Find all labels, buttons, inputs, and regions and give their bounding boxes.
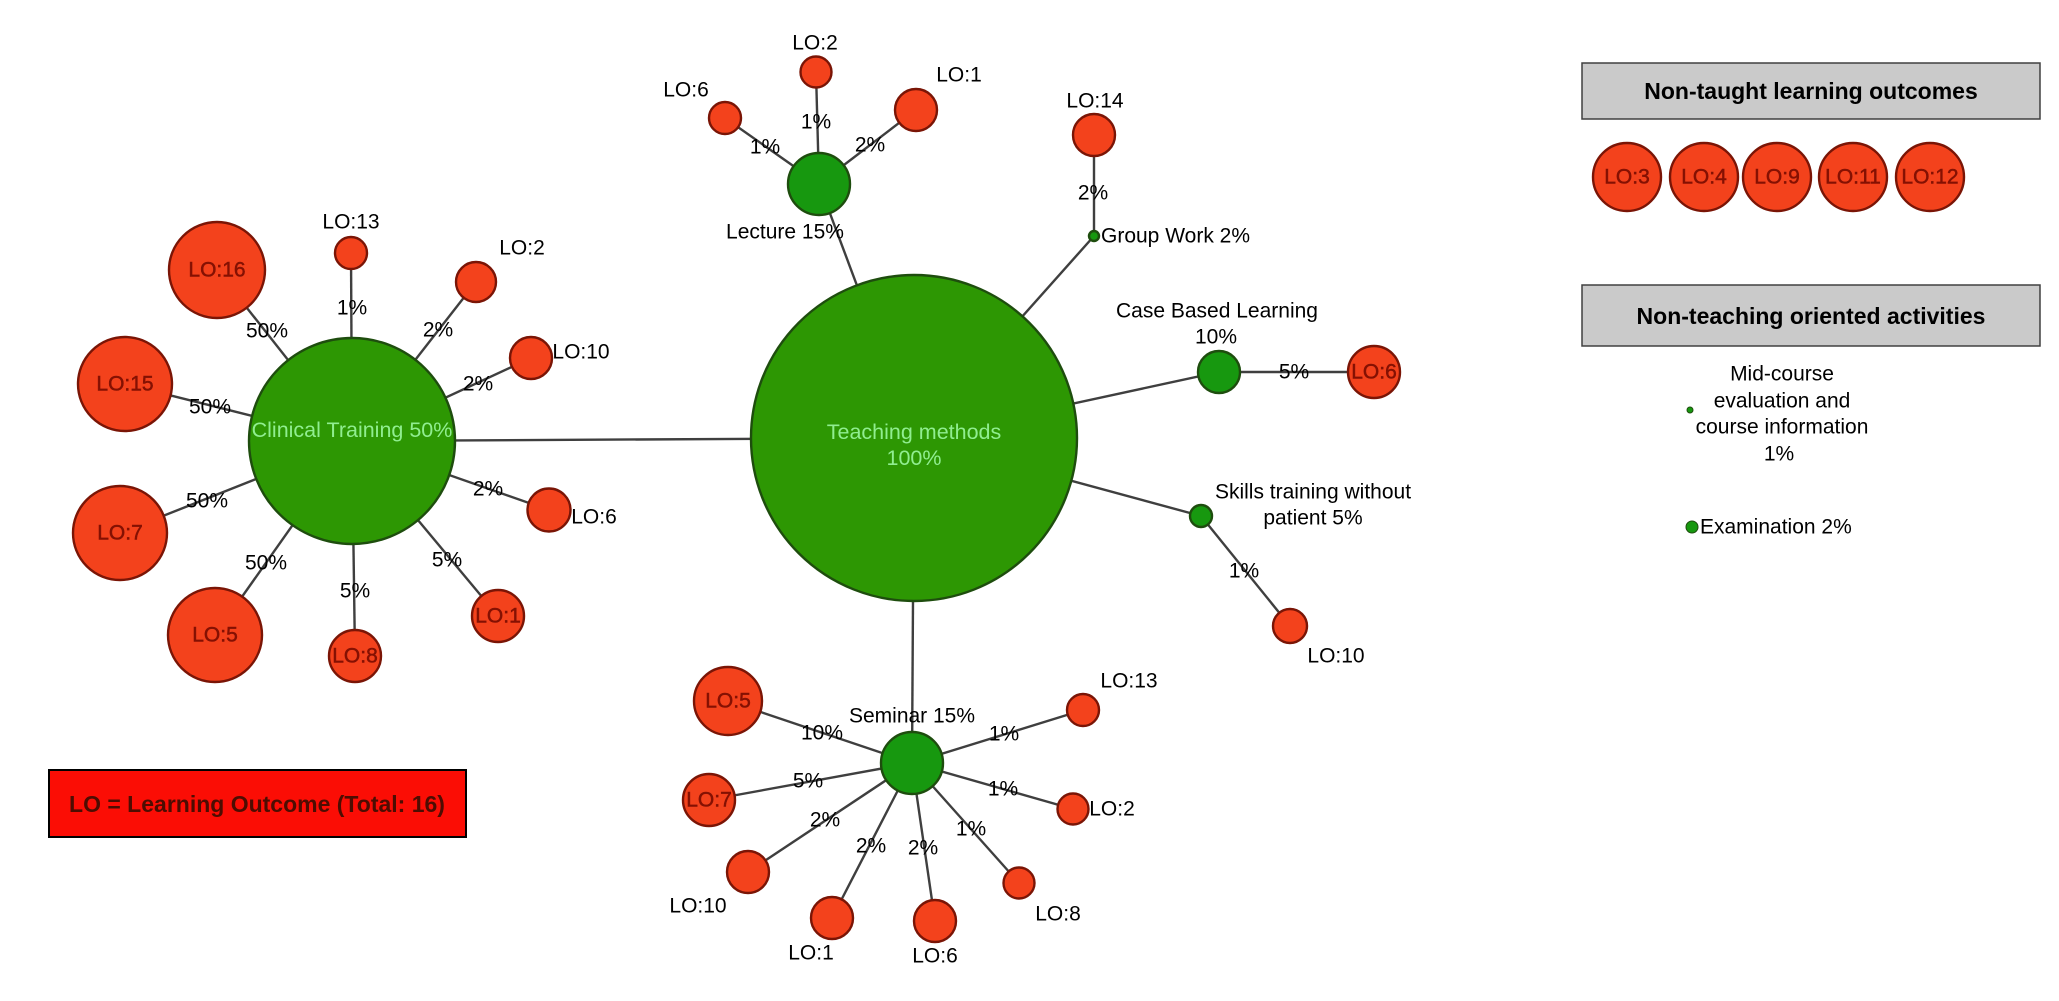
svg-text:Examination 2%: Examination 2% bbox=[1700, 516, 1852, 539]
svg-text:1%: 1% bbox=[1764, 443, 1794, 466]
svg-text:LO:7: LO:7 bbox=[686, 789, 732, 812]
svg-text:LO:7: LO:7 bbox=[97, 522, 143, 545]
svg-text:Case Based Learning: Case Based Learning bbox=[1116, 300, 1318, 323]
svg-text:2%: 2% bbox=[423, 319, 453, 342]
svg-text:Clinical Training 50%: Clinical Training 50% bbox=[252, 418, 453, 442]
svg-text:Lecture 15%: Lecture 15% bbox=[726, 221, 844, 244]
svg-text:5%: 5% bbox=[432, 549, 462, 572]
svg-text:LO:8: LO:8 bbox=[1035, 903, 1081, 926]
svg-text:Mid-course: Mid-course bbox=[1730, 363, 1834, 386]
svg-text:50%: 50% bbox=[189, 396, 231, 419]
svg-text:LO:14: LO:14 bbox=[1066, 90, 1124, 113]
svg-text:2%: 2% bbox=[473, 478, 503, 501]
svg-text:LO:3: LO:3 bbox=[1604, 166, 1650, 189]
svg-text:LO:6: LO:6 bbox=[663, 79, 709, 102]
svg-text:5%: 5% bbox=[340, 580, 370, 603]
svg-text:evaluation and: evaluation and bbox=[1714, 390, 1851, 413]
svg-text:2%: 2% bbox=[463, 373, 493, 396]
svg-text:Teaching methods: Teaching methods bbox=[827, 420, 1002, 444]
svg-text:LO:6: LO:6 bbox=[1351, 361, 1397, 384]
svg-text:LO:9: LO:9 bbox=[1754, 166, 1800, 189]
svg-text:LO:10: LO:10 bbox=[1307, 645, 1364, 668]
svg-text:LO:10: LO:10 bbox=[552, 341, 609, 364]
svg-text:Seminar 15%: Seminar 15% bbox=[849, 705, 975, 728]
svg-text:LO:2: LO:2 bbox=[1089, 798, 1135, 821]
svg-text:LO:6: LO:6 bbox=[571, 506, 617, 529]
svg-text:1%: 1% bbox=[989, 723, 1019, 746]
svg-text:LO:1: LO:1 bbox=[475, 605, 521, 628]
svg-text:LO:16: LO:16 bbox=[188, 259, 245, 282]
svg-text:LO:4: LO:4 bbox=[1681, 166, 1727, 189]
svg-text:50%: 50% bbox=[186, 490, 228, 513]
svg-text:1%: 1% bbox=[337, 297, 367, 320]
svg-text:50%: 50% bbox=[246, 320, 288, 343]
svg-text:Skills training without: Skills training without bbox=[1215, 481, 1411, 504]
svg-text:LO:8: LO:8 bbox=[332, 645, 378, 668]
svg-text:LO:13: LO:13 bbox=[322, 211, 379, 234]
svg-text:Group Work 2%: Group Work 2% bbox=[1101, 225, 1250, 248]
svg-text:LO:10: LO:10 bbox=[669, 895, 726, 918]
svg-text:1%: 1% bbox=[750, 136, 780, 159]
svg-text:LO:11: LO:11 bbox=[1825, 166, 1881, 189]
svg-text:2%: 2% bbox=[856, 835, 886, 858]
svg-text:LO:12: LO:12 bbox=[1901, 166, 1958, 189]
svg-text:2%: 2% bbox=[908, 837, 938, 860]
svg-text:5%: 5% bbox=[793, 770, 823, 793]
svg-text:LO:2: LO:2 bbox=[499, 237, 545, 260]
svg-text:patient 5%: patient 5% bbox=[1263, 507, 1362, 530]
svg-text:LO:1: LO:1 bbox=[788, 942, 834, 965]
svg-text:LO:1: LO:1 bbox=[936, 64, 982, 87]
svg-text:50%: 50% bbox=[245, 552, 287, 575]
svg-text:100%: 100% bbox=[887, 446, 942, 470]
svg-text:course information: course information bbox=[1696, 416, 1869, 439]
svg-text:1%: 1% bbox=[956, 818, 986, 841]
svg-text:2%: 2% bbox=[1078, 182, 1108, 205]
svg-text:2%: 2% bbox=[855, 134, 885, 157]
svg-text:LO:15: LO:15 bbox=[96, 373, 153, 396]
svg-text:LO = Learning Outcome (Total:: LO = Learning Outcome (Total: 16) bbox=[69, 791, 445, 817]
svg-text:1%: 1% bbox=[988, 778, 1018, 801]
svg-text:2%: 2% bbox=[810, 809, 840, 832]
svg-text:1%: 1% bbox=[1229, 560, 1259, 583]
svg-text:Non-teaching oriented activiti: Non-teaching oriented activities bbox=[1637, 303, 1986, 329]
svg-text:LO:5: LO:5 bbox=[192, 624, 238, 647]
svg-text:LO:13: LO:13 bbox=[1100, 670, 1157, 693]
svg-text:10%: 10% bbox=[801, 722, 843, 745]
svg-text:LO:5: LO:5 bbox=[705, 690, 751, 713]
svg-text:1%: 1% bbox=[801, 111, 831, 134]
svg-text:Non-taught learning outcomes: Non-taught learning outcomes bbox=[1644, 78, 1978, 104]
svg-text:LO:2: LO:2 bbox=[792, 32, 838, 55]
svg-text:LO:6: LO:6 bbox=[912, 945, 958, 968]
svg-text:5%: 5% bbox=[1279, 361, 1309, 384]
svg-text:10%: 10% bbox=[1195, 326, 1237, 349]
